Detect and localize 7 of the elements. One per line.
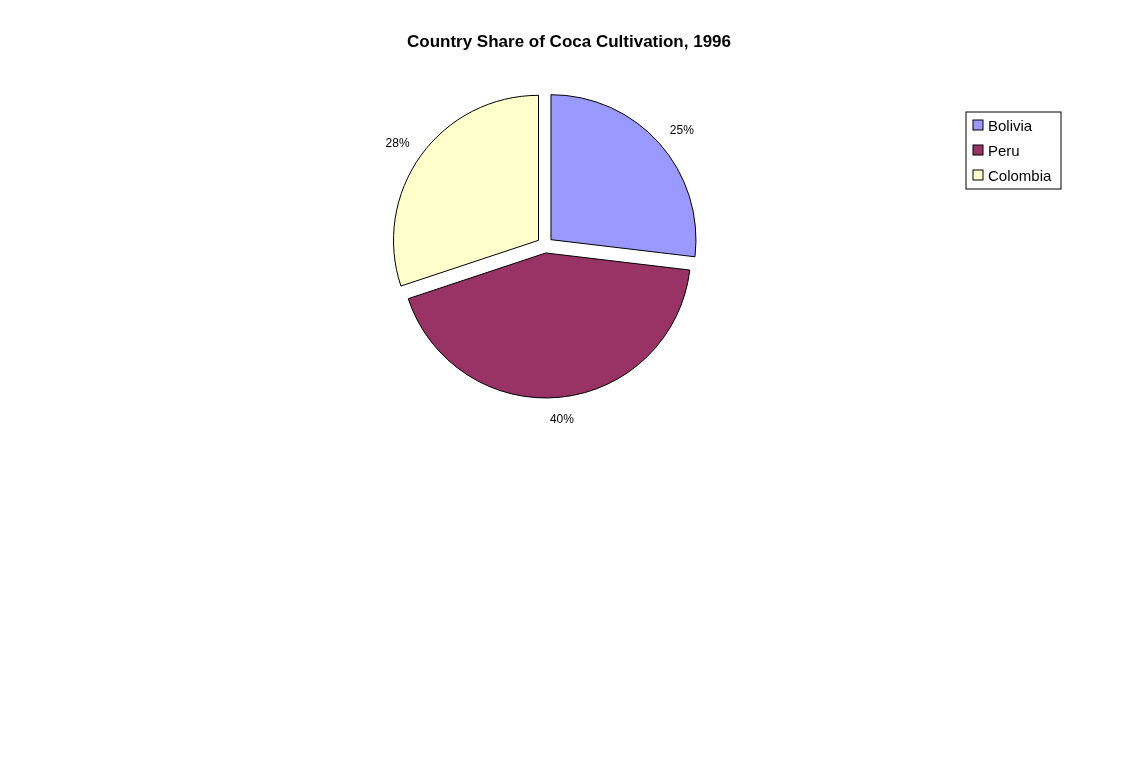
legend-label: Colombia <box>988 167 1053 184</box>
chart-title: Country Share of Coca Cultivation, 1996 <box>406 32 732 51</box>
data-label: 40% <box>549 412 575 427</box>
data-label: 25% <box>669 123 695 138</box>
data-label: 28% <box>385 136 410 151</box>
legend-label: Peru <box>988 142 1020 159</box>
legend-label: Bolivia <box>988 117 1033 134</box>
